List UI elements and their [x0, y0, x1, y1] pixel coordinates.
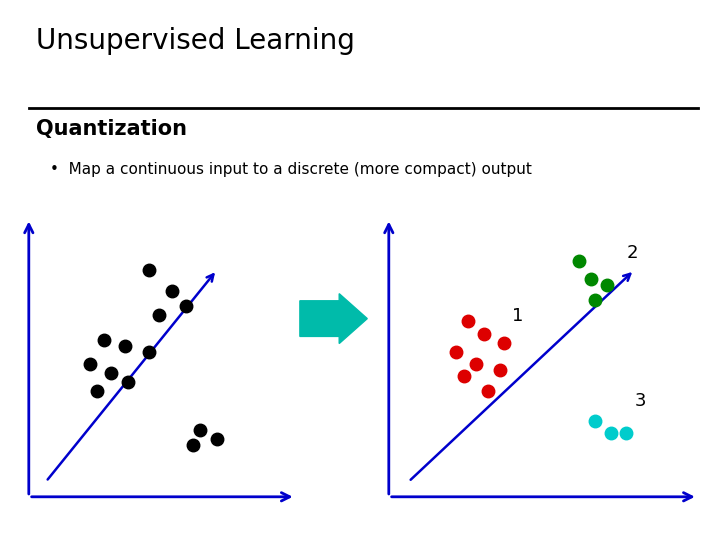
- Text: 1: 1: [511, 307, 523, 326]
- Text: •  Map a continuous input to a discrete (more compact) output: • Map a continuous input to a discrete (…: [50, 162, 532, 177]
- Text: 3: 3: [634, 392, 646, 410]
- Text: Quantization: Quantization: [36, 119, 187, 139]
- Text: Unsupervised Learning: Unsupervised Learning: [36, 27, 355, 55]
- Text: 2: 2: [626, 244, 638, 262]
- FancyArrow shape: [300, 294, 367, 343]
